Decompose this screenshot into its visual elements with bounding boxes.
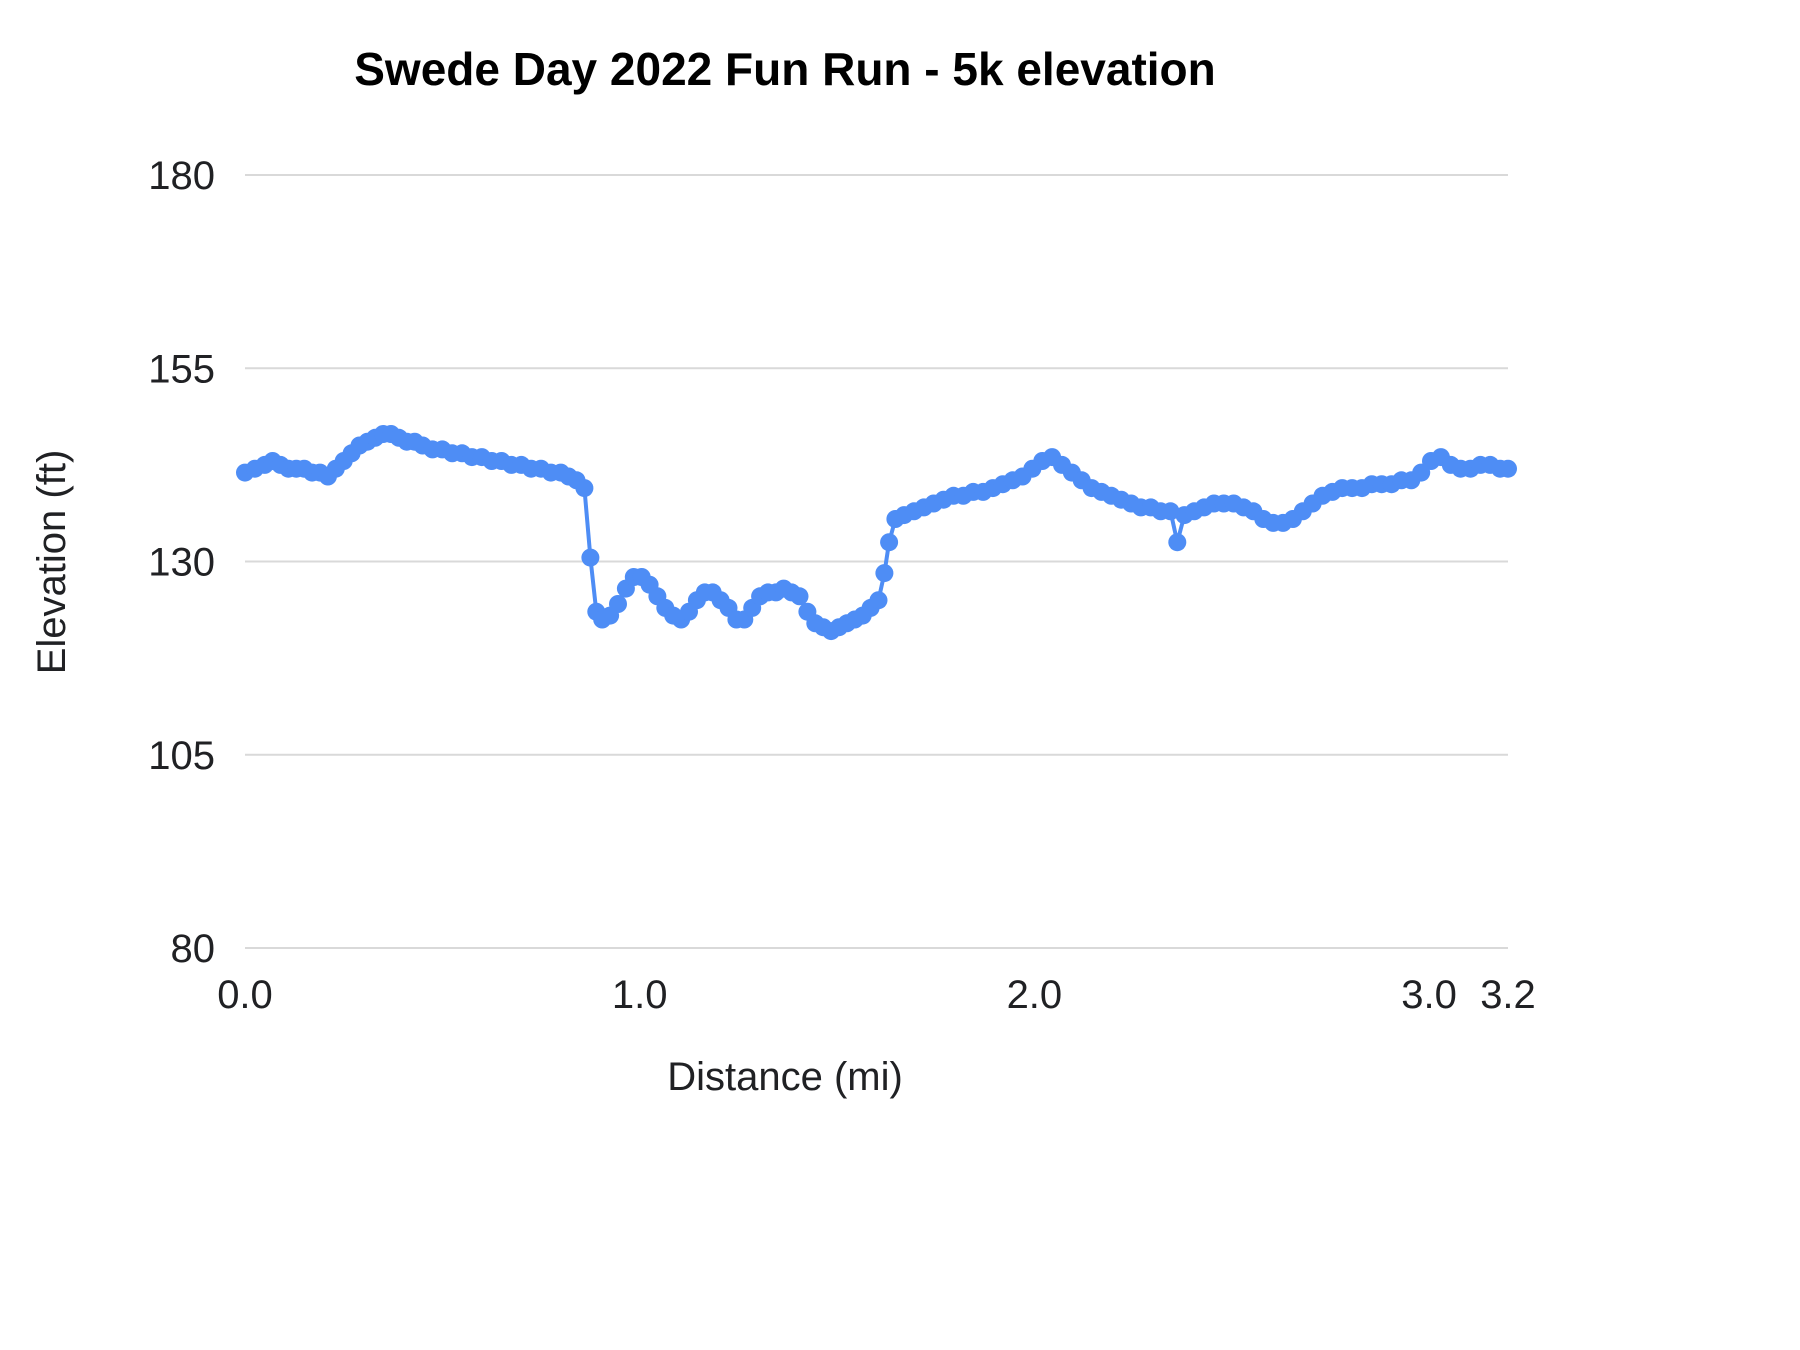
x-tick-label: 3.0 — [1401, 973, 1457, 1017]
data-point — [880, 533, 899, 552]
x-axis-tick-labels: 0.0 1.0 2.0 3.0 3.2 — [217, 973, 1536, 1017]
y-tick-label: 80 — [171, 927, 216, 971]
data-point — [581, 548, 600, 567]
y-axis-title: Elevation (ft) — [30, 450, 74, 675]
x-tick-label: 2.0 — [1007, 973, 1063, 1017]
gridlines — [245, 174, 1508, 949]
data-point — [875, 564, 894, 583]
x-axis-title: Distance (mi) — [667, 1055, 903, 1099]
data-point — [575, 479, 594, 498]
x-tick-label: 1.0 — [612, 973, 668, 1017]
data-point — [1168, 533, 1187, 552]
x-tick-label: 0.0 — [217, 973, 273, 1017]
data-point — [869, 591, 888, 610]
y-axis-tick-labels: 80 105 130 155 180 — [148, 154, 215, 971]
data-point — [790, 587, 809, 606]
y-tick-label: 180 — [148, 154, 215, 198]
y-tick-label: 155 — [148, 347, 215, 391]
chart-title: Swede Day 2022 Fun Run - 5k elevation — [354, 43, 1216, 95]
elevation-series — [236, 425, 1517, 641]
data-point — [1161, 502, 1180, 521]
y-tick-label: 130 — [148, 541, 215, 585]
x-tick-label: 3.2 — [1480, 973, 1536, 1017]
data-point — [1499, 459, 1517, 478]
y-tick-label: 105 — [148, 734, 215, 778]
data-point — [609, 595, 627, 613]
